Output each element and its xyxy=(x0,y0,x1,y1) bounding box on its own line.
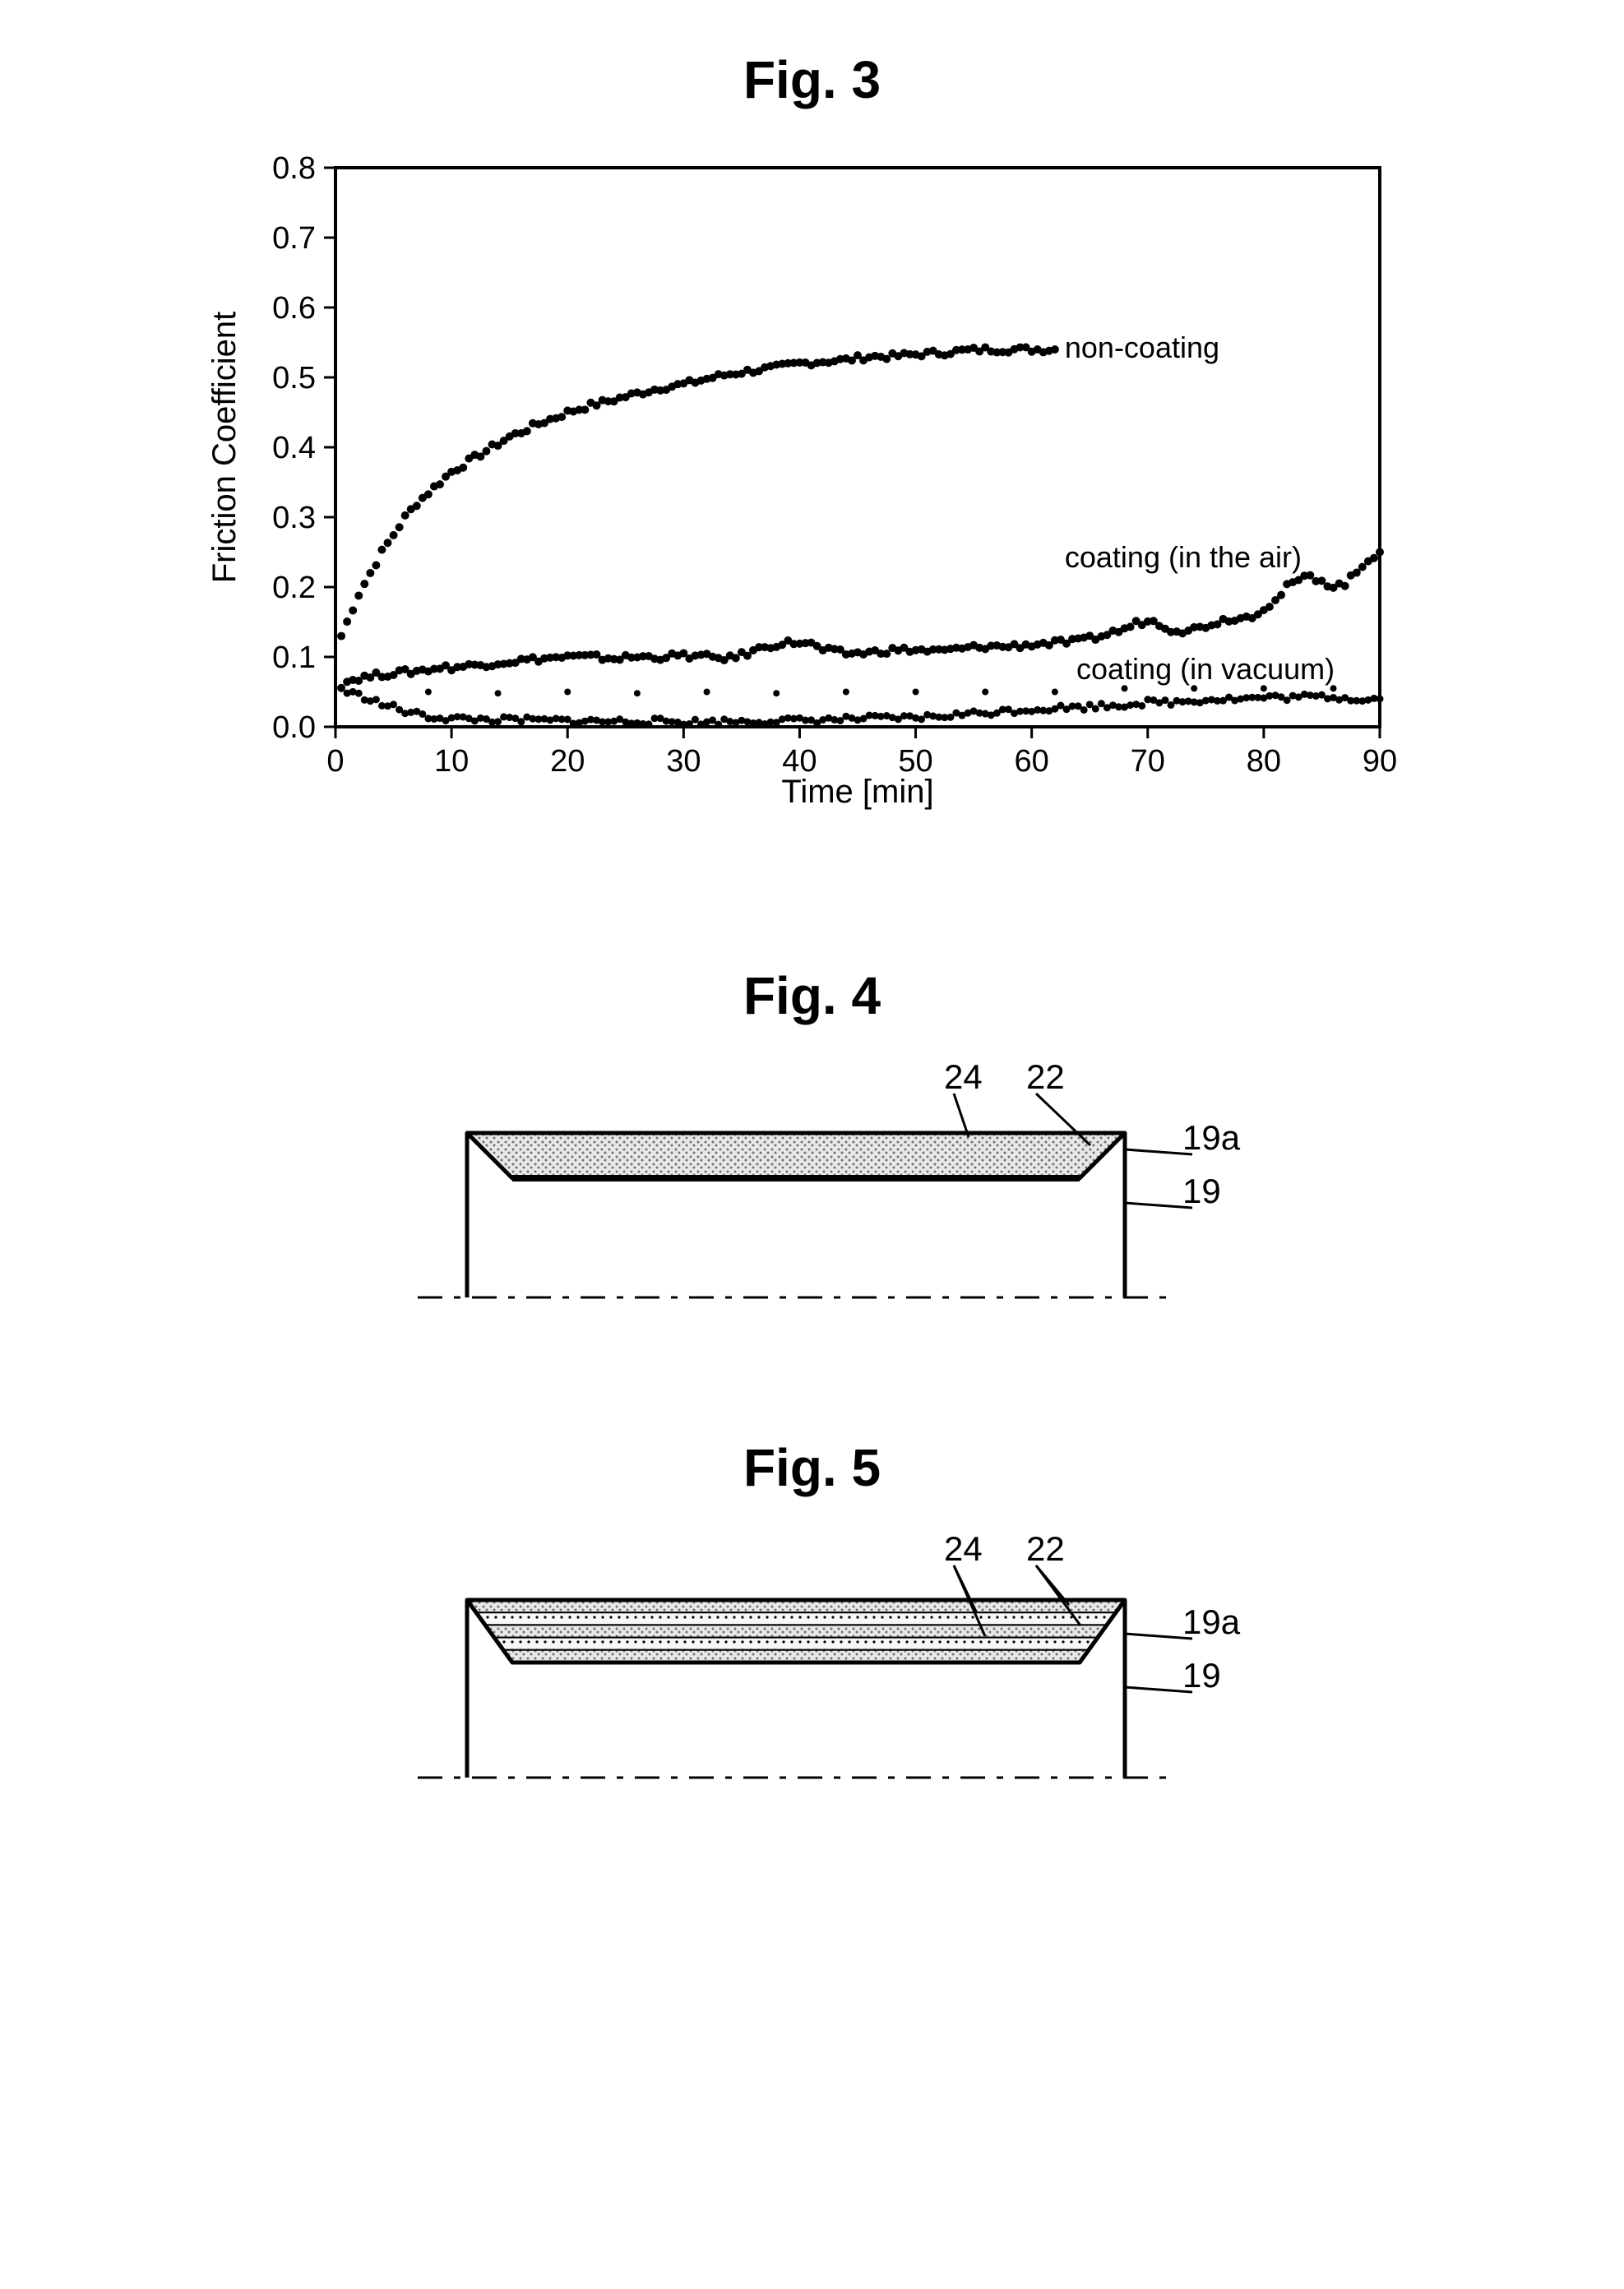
svg-text:0.2: 0.2 xyxy=(272,571,316,605)
svg-text:0: 0 xyxy=(326,744,344,779)
svg-text:0.0: 0.0 xyxy=(272,710,316,745)
svg-text:30: 30 xyxy=(666,744,701,779)
svg-text:19: 19 xyxy=(1182,1656,1221,1695)
fig5-diagram: 24 22 19a 19 xyxy=(319,1531,1306,1810)
svg-text:Friction Coefficient: Friction Coefficient xyxy=(206,312,243,584)
page: Fig. 3 01020304050607080900.00.10.20.30.… xyxy=(0,0,1624,2289)
svg-text:20: 20 xyxy=(550,744,585,779)
svg-text:0.8: 0.8 xyxy=(272,151,316,186)
svg-text:19a: 19a xyxy=(1182,1602,1241,1641)
svg-text:0.7: 0.7 xyxy=(272,221,316,256)
svg-text:22: 22 xyxy=(1026,1531,1065,1568)
svg-text:19: 19 xyxy=(1182,1172,1221,1210)
svg-text:non-coating: non-coating xyxy=(1064,331,1219,364)
svg-text:0.4: 0.4 xyxy=(272,431,316,465)
svg-text:0.1: 0.1 xyxy=(272,640,316,675)
fig5-title: Fig. 5 xyxy=(164,1437,1460,1498)
fig3-title: Fig. 3 xyxy=(164,49,1460,110)
svg-text:0.6: 0.6 xyxy=(272,291,316,326)
fig3-chart-svg: 01020304050607080900.00.10.20.30.40.50.6… xyxy=(196,143,1429,817)
fig3-chart: 01020304050607080900.00.10.20.30.40.50.6… xyxy=(196,143,1429,817)
svg-text:coating (in the air): coating (in the air) xyxy=(1064,540,1301,574)
svg-text:24: 24 xyxy=(944,1059,983,1096)
svg-text:80: 80 xyxy=(1246,744,1280,779)
svg-text:10: 10 xyxy=(433,744,468,779)
fig5-svg: 24 22 19a 19 xyxy=(319,1531,1306,1810)
svg-text:coating (in vacuum): coating (in vacuum) xyxy=(1076,652,1335,686)
svg-text:70: 70 xyxy=(1130,744,1164,779)
svg-text:0.5: 0.5 xyxy=(272,361,316,395)
svg-text:22: 22 xyxy=(1026,1059,1065,1096)
svg-text:Time [min]: Time [min] xyxy=(781,774,933,810)
svg-text:24: 24 xyxy=(944,1531,983,1568)
fig4-diagram: 24 22 19a 19 xyxy=(319,1059,1306,1339)
svg-text:90: 90 xyxy=(1362,744,1396,779)
svg-text:0.3: 0.3 xyxy=(272,501,316,535)
fig4-svg: 24 22 19a 19 xyxy=(319,1059,1306,1339)
svg-text:60: 60 xyxy=(1014,744,1048,779)
fig4-title: Fig. 4 xyxy=(164,965,1460,1026)
svg-text:19a: 19a xyxy=(1182,1118,1241,1157)
